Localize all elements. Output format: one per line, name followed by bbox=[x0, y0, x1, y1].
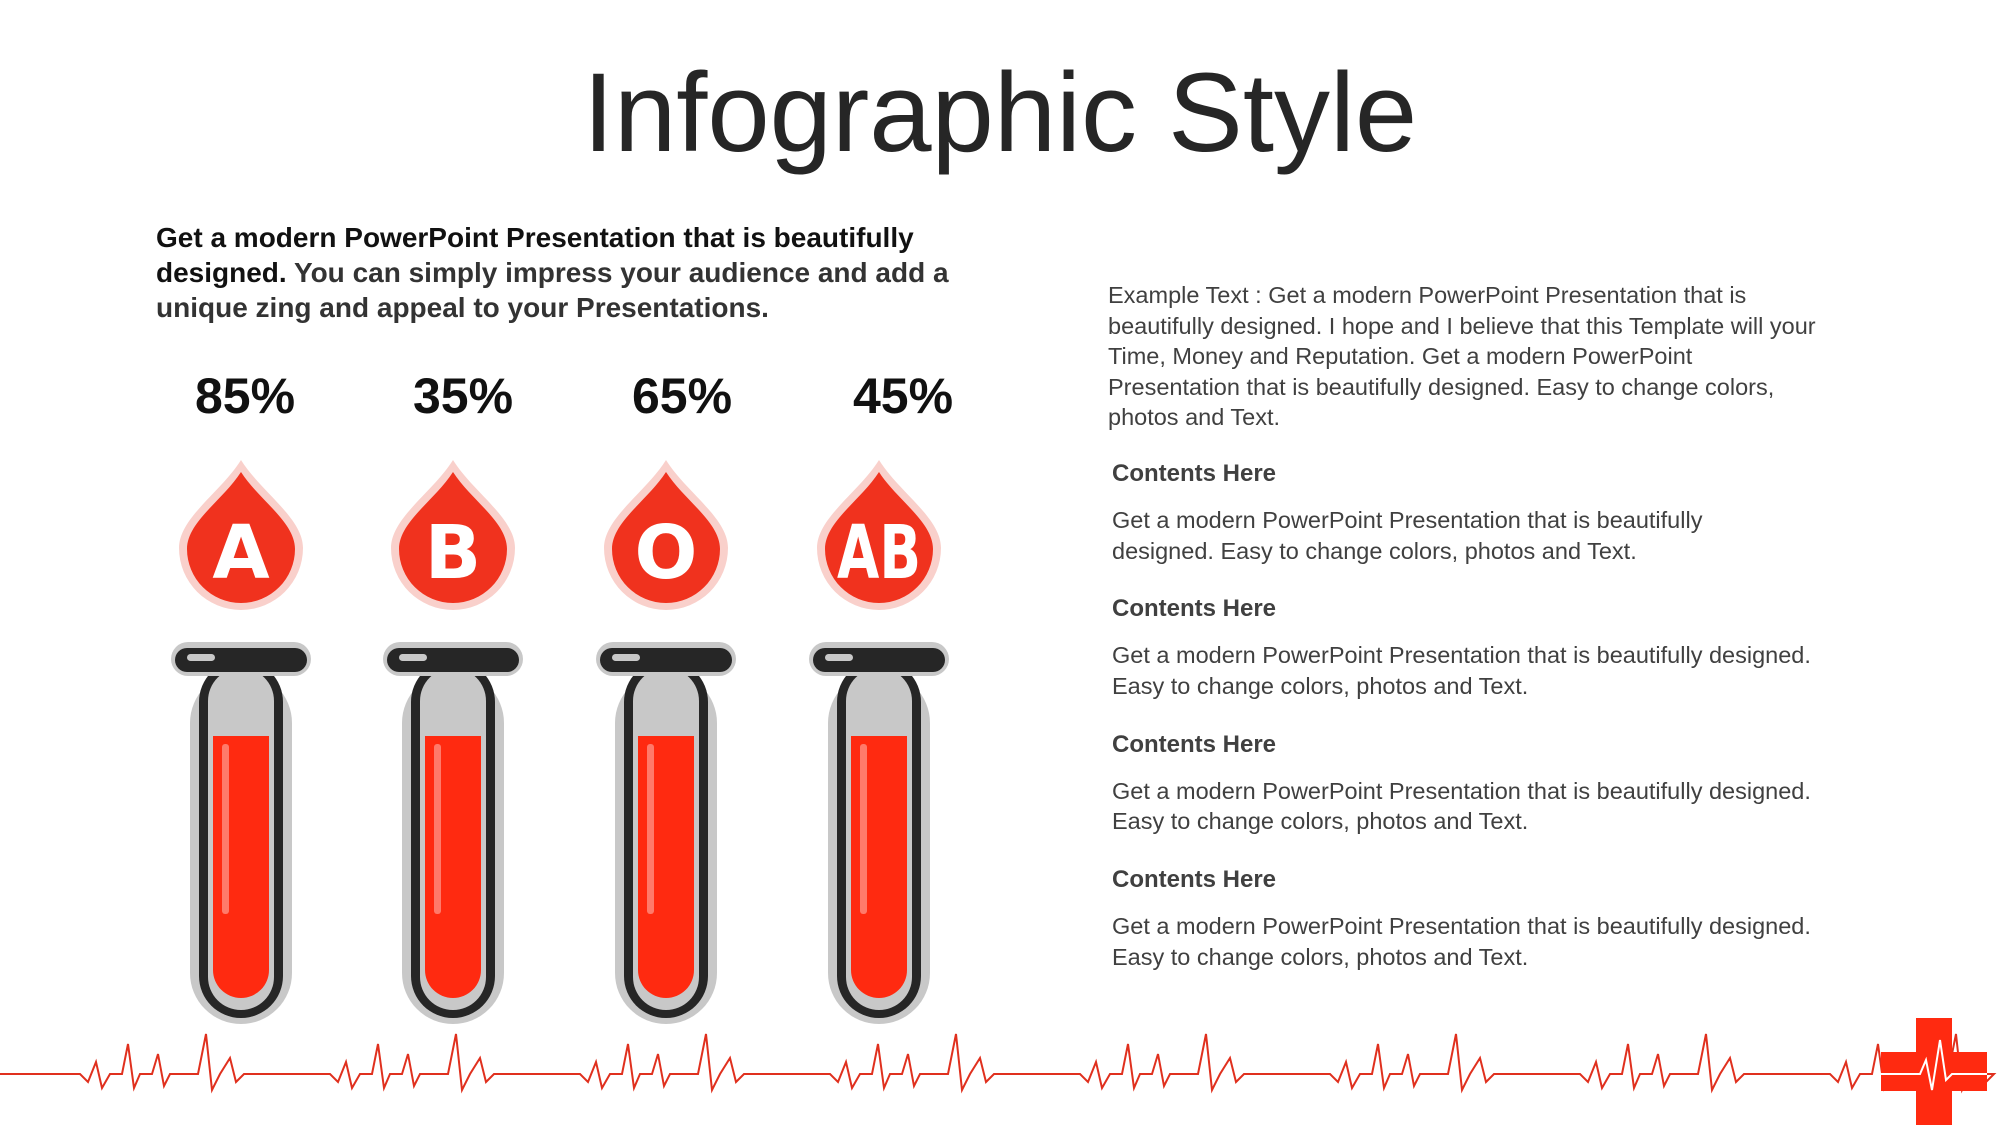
tube-shine bbox=[860, 744, 867, 914]
percent-label: 35% bbox=[412, 368, 514, 424]
drop bbox=[825, 472, 933, 603]
cap-shine bbox=[612, 654, 640, 661]
blood-type: A bbox=[212, 510, 269, 596]
cap-shine bbox=[825, 654, 853, 661]
tube-blood bbox=[425, 736, 481, 998]
tube-blood bbox=[851, 736, 907, 998]
percent-label: 85% bbox=[194, 368, 296, 424]
section-heading: Contents Here bbox=[1112, 460, 1277, 487]
section-body-line: Get a modern PowerPoint Presentation tha… bbox=[1112, 507, 1703, 533]
tube-shine bbox=[647, 744, 654, 914]
intro-rest: You can simply impress your audience and… bbox=[156, 257, 949, 323]
drop bbox=[612, 472, 720, 603]
blood-type: O bbox=[635, 510, 698, 596]
blood-type: B bbox=[425, 510, 481, 596]
heartbeat bbox=[0, 1033, 1997, 1094]
section-body-line: designed. Easy to change colors, photos … bbox=[1112, 537, 1637, 564]
section-body-line: Get a modern PowerPoint Presentation tha… bbox=[1112, 912, 1811, 939]
section-heading: Contents Here bbox=[1112, 595, 1277, 623]
percent-label: 45% bbox=[852, 368, 954, 424]
blood-type: AB bbox=[837, 510, 921, 596]
tube-shine bbox=[434, 744, 441, 914]
tube-blood bbox=[213, 736, 269, 998]
title: Infographic Style bbox=[582, 50, 1418, 175]
section-body-line: Easy to change colors, photos and Text. bbox=[1112, 808, 1529, 835]
section-heading: Contents Here bbox=[1112, 730, 1277, 758]
section-body-line: Easy to change colors, photos and Text. bbox=[1112, 672, 1529, 699]
example-line: Presentation that is beautifully designe… bbox=[1108, 373, 1775, 400]
section-body-line: Easy to change colors, photos and Text. bbox=[1112, 943, 1529, 970]
example-line: photos and Text. bbox=[1108, 404, 1281, 431]
tube-shine bbox=[222, 744, 229, 914]
percent-label: 65% bbox=[631, 368, 733, 424]
intro: Get a modern PowerPoint Presentation tha… bbox=[156, 220, 976, 325]
example-line: Example Text : Get a modern PowerPoint P… bbox=[1108, 282, 1747, 308]
tube-blood bbox=[638, 736, 694, 998]
cap-shine bbox=[399, 654, 427, 661]
cross-pulse bbox=[1881, 1039, 1987, 1091]
example-line: Time, Money and Reputation. Get a modern… bbox=[1108, 343, 1693, 370]
drop bbox=[187, 472, 295, 603]
intro-bold: Get a modern PowerPoint Presentation tha… bbox=[156, 222, 914, 288]
section-heading: Contents Here bbox=[1112, 865, 1277, 893]
section-body-line: Get a modern PowerPoint Presentation tha… bbox=[1112, 642, 1811, 669]
section-body-line: Get a modern PowerPoint Presentation tha… bbox=[1112, 777, 1811, 804]
drop bbox=[399, 472, 507, 603]
example-line: beautifully designed. I hope and I belie… bbox=[1108, 312, 1816, 339]
cap-shine bbox=[187, 654, 215, 661]
example-text: Example Text : Get a modern PowerPoint P… bbox=[1108, 280, 1816, 433]
